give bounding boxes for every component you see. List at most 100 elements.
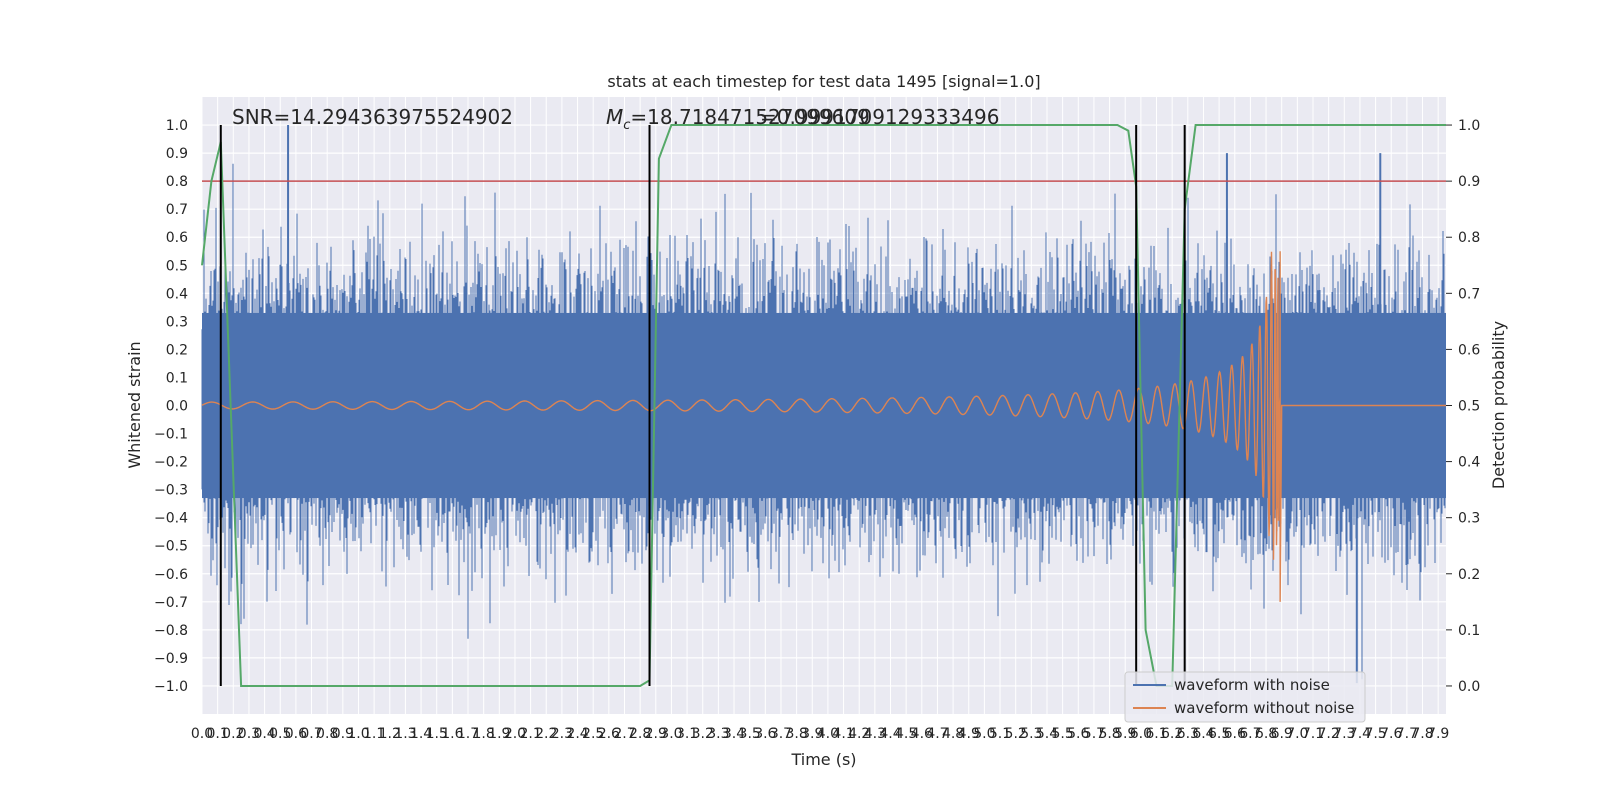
x-tick-label: 1.9: [488, 726, 510, 742]
x-tick-label: 2.9: [645, 726, 667, 742]
y2-tick-label: 0.8: [1458, 230, 1480, 246]
mc-subscript: c: [623, 118, 630, 133]
x-tick-label: 4.3: [864, 726, 886, 742]
x-tick-label: 0.9: [332, 726, 354, 742]
x-tick-label: 3.8: [785, 726, 807, 742]
x-tick-label: 3.3: [707, 726, 729, 742]
x-tick-label: 1.4: [410, 726, 432, 742]
legend-box: [1124, 671, 1366, 723]
y-tick-label: −1.0: [154, 679, 188, 695]
x-tick-label: 1.3: [394, 726, 416, 742]
x-tick-label: 3.9: [801, 726, 823, 742]
y2-tick-labels: 1.0 0.9 0.8 0.7 0.6 0.5 0.4 0.3 0.2 0.1 0.0: [1446, 118, 1480, 695]
x-tick-label: 3.1: [676, 726, 698, 742]
x-tick-label: 7.7: [1396, 726, 1418, 742]
x-tick-label: 2.2: [535, 726, 557, 742]
x-tick-label: 6.1: [1145, 726, 1167, 742]
x-tick-label: 2.0: [504, 726, 526, 742]
x-tick-label: 7.2: [1318, 726, 1340, 742]
y-tick-label: 0.7: [166, 202, 188, 218]
x-tick-label: 5.0: [973, 726, 995, 742]
x-tick-label: 6.4: [1192, 726, 1214, 742]
x-tick-label: 1.6: [441, 726, 463, 742]
x-tick-label: 7.3: [1333, 726, 1355, 742]
x-tick-label: 3.4: [723, 726, 745, 742]
x-tick-label: 4.2: [848, 726, 870, 742]
y2-tick-label: 0.6: [1458, 342, 1480, 358]
x-tick-label: 5.9: [1114, 726, 1136, 742]
x-tick-label: 0.5: [269, 726, 291, 742]
x-tick-label: 7.0: [1286, 726, 1308, 742]
x-tick-label: 0.8: [316, 726, 338, 742]
x-tick-label: 5.2: [1005, 726, 1027, 742]
x-tick-label: 4.0: [817, 726, 839, 742]
x-tick-label: 7.4: [1349, 726, 1371, 742]
y2-tick-label: 0.7: [1458, 286, 1480, 302]
y-tick-label: 0.9: [166, 146, 188, 162]
y-tick-label: 0.5: [166, 258, 188, 274]
y2-tick-label: 0.0: [1458, 679, 1480, 695]
x-tick-label: 4.1: [832, 726, 854, 742]
x-tick-label: 7.8: [1411, 726, 1433, 742]
x-tick-label: 4.6: [911, 726, 933, 742]
y-tick-label: −0.4: [154, 511, 188, 527]
x-tick-label: 6.9: [1271, 726, 1293, 742]
x-tick-label: 1.5: [426, 726, 448, 742]
x-tick-label: 2.7: [613, 726, 635, 742]
x-tick-label: 7.5: [1364, 726, 1386, 742]
y2-tick-label: 0.5: [1458, 399, 1480, 415]
detection-markers: [219, 125, 1186, 686]
x-tick-label: 1.8: [473, 726, 495, 742]
y-tick-label: −0.9: [154, 651, 188, 667]
y-tick-label: 0.0: [166, 399, 188, 415]
x-tick-label: 1.2: [379, 726, 401, 742]
snr-annotation: SNR=14.294363975524902: [232, 105, 513, 129]
x-tick-label: 5.8: [1098, 726, 1120, 742]
y-tick-label: −0.5: [154, 539, 188, 555]
x-tick-label: 5.6: [1067, 726, 1089, 742]
x-tick-label: 3.7: [770, 726, 792, 742]
x-tick-label: 6.8: [1255, 726, 1277, 742]
y-tick-label: −0.3: [154, 483, 188, 499]
x-tick-label: 3.2: [692, 726, 714, 742]
x-tick-label: 5.3: [1020, 726, 1042, 742]
x-tick-label: 2.4: [566, 726, 588, 742]
x-axis-label: Time (s): [790, 750, 856, 769]
chart-title: stats at each timestep for test data 149…: [607, 72, 1040, 91]
noise-strokes: [201, 163, 1446, 680]
y2-tick-label: 1.0: [1458, 118, 1480, 134]
y-tick-label: −0.2: [154, 455, 188, 471]
x-tick-label: 1.7: [457, 726, 479, 742]
x-tick-label: 5.1: [989, 726, 1011, 742]
x-tick-label: 4.7: [926, 726, 948, 742]
y2-tick-label: 0.4: [1458, 455, 1480, 471]
y-tick-labels: 1.0 0.9 0.8 0.7 0.6 0.5 0.4 0.3 0.2 0.1 0.0 −0.1 −0.…: [154, 118, 188, 695]
y-tick-label: 0.6: [166, 230, 188, 246]
y2-tick-label: 0.2: [1458, 567, 1480, 583]
x-tick-label: 6.6: [1224, 726, 1246, 742]
x-tick-label: 3.5: [739, 726, 761, 742]
x-tick-label: 4.9: [958, 726, 980, 742]
x-tick-label: 4.8: [942, 726, 964, 742]
y2-axis-label: Detection probability: [1489, 321, 1508, 489]
x-tick-label: 0.6: [285, 726, 307, 742]
x-tick-label: 1.0: [347, 726, 369, 742]
mc-value: =18.718471527099609: [630, 105, 869, 129]
x-tick-label: 0.3: [238, 726, 260, 742]
y-tick-label: 0.8: [166, 174, 188, 190]
y-tick-label: −0.8: [154, 623, 188, 639]
x-tick-label: 2.8: [629, 726, 651, 742]
x-tick-label: 6.7: [1239, 726, 1261, 742]
x-tick-label: 0.4: [253, 726, 275, 742]
x-tick-label: 7.6: [1380, 726, 1402, 742]
x-tick-label: 5.7: [1083, 726, 1105, 742]
legend: waveform with noise waveform without noi…: [1124, 671, 1366, 723]
x-tick-label: 5.4: [1036, 726, 1058, 742]
mc-symbol: M: [606, 105, 623, 129]
y-tick-label: 0.3: [166, 314, 188, 330]
x-tick-label: 7.1: [1302, 726, 1324, 742]
y-tick-label: 0.1: [166, 370, 188, 386]
x-tick-label: 2.3: [551, 726, 573, 742]
x-tick-label: 3.6: [754, 726, 776, 742]
y-axis-label: Whitened strain: [125, 341, 144, 468]
